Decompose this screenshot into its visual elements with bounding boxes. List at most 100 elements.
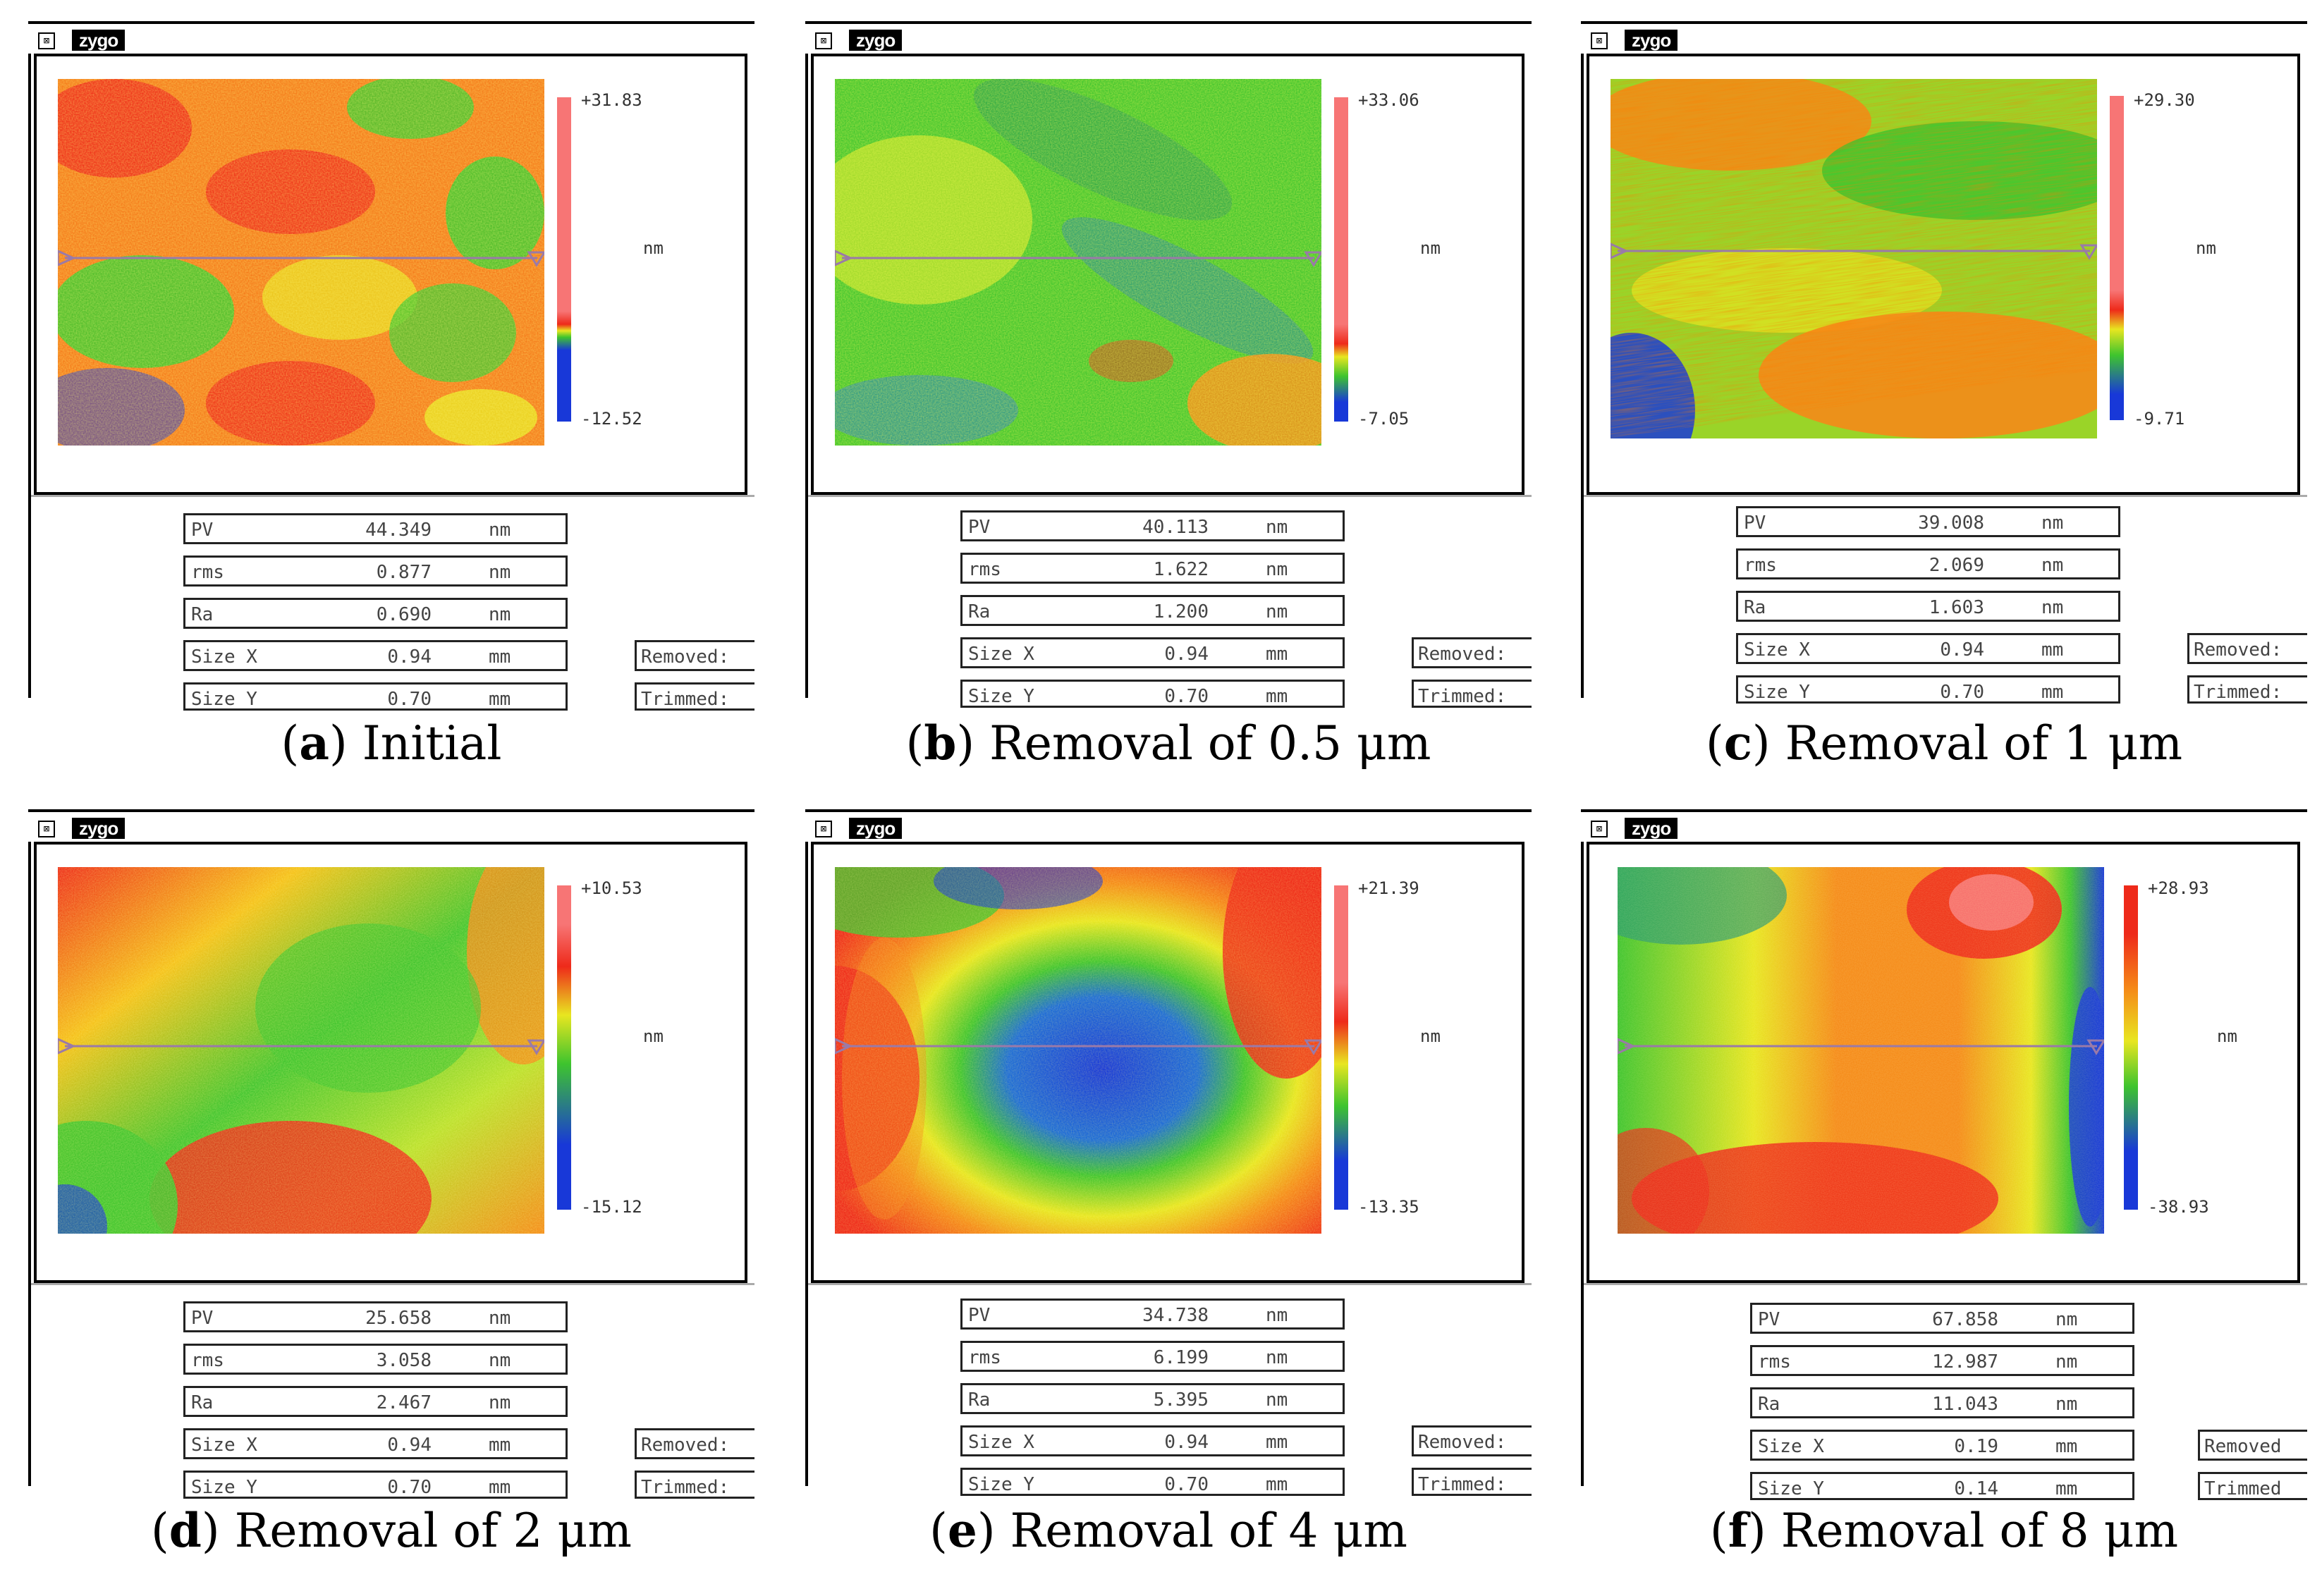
color-scale-bar: [557, 885, 571, 1210]
panel-e: ⊠ zygo: [805, 809, 1532, 1558]
stat-pv: PV 44.349 nm: [183, 513, 568, 544]
surface-height-map: [58, 867, 544, 1234]
trimmed-field: Trimmed:: [1412, 1468, 1532, 1496]
stat-size-y: Size Y 0.70 mm: [183, 1471, 568, 1499]
stat-pv: PV 40.113 nm: [960, 510, 1345, 541]
stat-ra: Ra 5.395 nm: [960, 1383, 1345, 1414]
scale-max-label: +21.39: [1358, 878, 1419, 898]
title-bar: ⊠ zygo: [1581, 809, 2307, 842]
surface-height-map: [1611, 79, 2097, 438]
title-bar: ⊠ zygo: [1581, 21, 2307, 54]
scale-max-label: +33.06: [1358, 90, 1419, 110]
stat-rms: rms 3.058 nm: [183, 1344, 568, 1375]
scale-min-label: -7.05: [1358, 409, 1410, 429]
color-scale-bar: [557, 97, 571, 422]
stat-rms: rms 1.622 nm: [960, 553, 1345, 584]
zygo-logo: zygo: [1625, 818, 1678, 839]
surface-height-map: [1618, 867, 2104, 1234]
stat-pv: PV 67.858 nm: [1750, 1303, 2134, 1334]
scale-max-label: +29.30: [2134, 90, 2195, 110]
surface-height-map: [835, 79, 1321, 446]
stat-size-x: Size X 0.94 mm: [960, 1425, 1345, 1456]
surface-map-display: +31.83 nm -12.52: [34, 54, 747, 495]
scale-unit-label: nm: [643, 238, 664, 258]
caption: (f) Removal of 8 μm: [1709, 1503, 2179, 1558]
scale-unit-label: nm: [643, 1026, 664, 1046]
stat-size-x: Size X 0.94 mm: [183, 1428, 568, 1459]
removed-field: Removed: [2198, 1430, 2307, 1461]
panel-d: ⊠ zygo: [28, 809, 754, 1558]
zygo-window: ⊠ zygo: [28, 809, 754, 1499]
stat-size-y: Size Y 0.70 mm: [183, 682, 568, 711]
stat-ra: Ra 0.690 nm: [183, 598, 568, 629]
stat-ra: Ra 1.603 nm: [1736, 591, 2120, 622]
title-bar: ⊠ zygo: [805, 21, 1532, 54]
surface-map-display: +10.53 nm -15.12: [34, 842, 747, 1283]
removed-field: Removed:: [2187, 633, 2307, 664]
stat-size-x: Size X 0.94 mm: [960, 637, 1345, 668]
stat-size-x: Size X 0.94 mm: [1736, 633, 2120, 664]
scale-min-label: -13.35: [1358, 1197, 1419, 1217]
stat-pv: PV 39.008 nm: [1736, 506, 2120, 537]
scale-max-label: +28.93: [2148, 878, 2209, 898]
surface-height-map: [835, 867, 1321, 1234]
zygo-window: ⊠ zygo: [805, 21, 1532, 708]
panel-a: ⊠ zygo: [28, 21, 754, 771]
removed-field: Removed:: [1412, 1425, 1532, 1456]
trimmed-field: Trimmed: [2198, 1472, 2307, 1500]
stat-ra: Ra 11.043 nm: [1750, 1387, 2134, 1418]
zygo-logo: zygo: [1625, 30, 1678, 51]
surface-map-display: +28.93 nm -38.93: [1587, 842, 2300, 1283]
title-bar: ⊠ zygo: [805, 809, 1532, 842]
surface-height-map: [58, 79, 544, 446]
panel-f: ⊠ zygo: [1581, 809, 2307, 1558]
stat-size-x: Size X 0.94 mm: [183, 640, 568, 671]
scale-unit-label: nm: [2196, 238, 2216, 258]
trimmed-field: Trimmed:: [2187, 675, 2307, 704]
zygo-logo: zygo: [849, 818, 903, 839]
scale-unit-label: nm: [1420, 238, 1441, 258]
stat-pv: PV 34.738 nm: [960, 1299, 1345, 1330]
zygo-window: ⊠ zygo: [805, 809, 1532, 1496]
caption: (d) Removal of 2 μm: [150, 1503, 632, 1558]
zygo-window: ⊠ zygo: [28, 21, 754, 711]
stat-ra: Ra 2.467 nm: [183, 1386, 568, 1417]
scale-max-label: +31.83: [581, 90, 642, 110]
caption: (b) Removal of 0.5 μm: [905, 716, 1431, 771]
title-bar: ⊠ zygo: [28, 809, 754, 842]
scale-max-label: +10.53: [581, 878, 642, 898]
stat-size-y: Size Y 0.70 mm: [1736, 675, 2120, 704]
stat-rms: rms 0.877 nm: [183, 555, 568, 587]
panel-b: ⊠ zygo: [805, 21, 1532, 771]
scale-min-label: -15.12: [581, 1197, 642, 1217]
zygo-logo: zygo: [849, 30, 903, 51]
system-menu-icon[interactable]: ⊠: [38, 32, 55, 49]
stat-ra: Ra 1.200 nm: [960, 595, 1345, 626]
trimmed-field: Trimmed:: [1412, 680, 1532, 708]
caption: (c) Removal of 1 μm: [1705, 716, 2183, 771]
removed-field: Removed:: [635, 1428, 754, 1459]
stat-pv: PV 25.658 nm: [183, 1301, 568, 1332]
stat-rms: rms 6.199 nm: [960, 1341, 1345, 1372]
trimmed-field: Trimmed:: [635, 682, 754, 711]
zygo-logo: zygo: [72, 30, 126, 51]
stat-size-y: Size Y 0.14 mm: [1750, 1472, 2134, 1500]
system-menu-icon[interactable]: ⊠: [1591, 32, 1608, 49]
stat-size-y: Size Y 0.70 mm: [960, 1468, 1345, 1496]
caption: (e) Removal of 4 μm: [929, 1503, 1407, 1558]
color-scale-bar: [1334, 885, 1348, 1210]
system-menu-icon[interactable]: ⊠: [1591, 821, 1608, 837]
surface-map-display: +21.39 nm -13.35: [811, 842, 1524, 1283]
color-scale-bar: [2110, 96, 2124, 420]
scale-unit-label: nm: [1420, 1026, 1441, 1046]
zygo-window: ⊠ zygo: [1581, 21, 2307, 704]
removed-field: Removed:: [635, 640, 754, 671]
trimmed-field: Trimmed:: [635, 1471, 754, 1499]
system-menu-icon[interactable]: ⊠: [815, 821, 832, 837]
system-menu-icon[interactable]: ⊠: [815, 32, 832, 49]
scale-min-label: -9.71: [2134, 409, 2185, 429]
system-menu-icon[interactable]: ⊠: [38, 821, 55, 837]
title-bar: ⊠ zygo: [28, 21, 754, 54]
scale-min-label: -38.93: [2148, 1197, 2209, 1217]
zygo-logo: zygo: [72, 818, 126, 839]
